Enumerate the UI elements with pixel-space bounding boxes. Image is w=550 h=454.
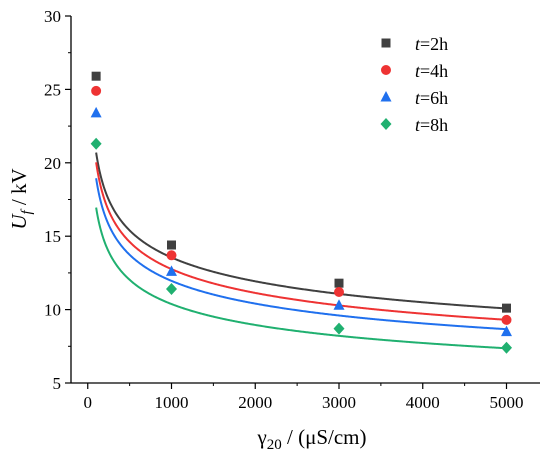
data-point-s2-3 <box>334 286 344 297</box>
data-point-s3-4 <box>501 325 512 337</box>
data-points <box>90 71 512 354</box>
legend-marker-3 <box>380 91 392 102</box>
y-tick-label: 5 <box>53 374 62 393</box>
data-point-s2-1 <box>91 85 102 96</box>
data-point-s4-1 <box>90 137 102 150</box>
x-tick-label: 3000 <box>322 393 356 412</box>
data-point-s1-2 <box>167 240 176 250</box>
data-point-s3-2 <box>166 265 177 276</box>
x-tick-label: 4000 <box>406 393 440 412</box>
legend-label-2: t=4h <box>415 61 448 81</box>
x-tick-label: 5000 <box>490 393 524 412</box>
data-point-s4-3 <box>333 322 345 335</box>
x-tick-label: 0 <box>84 393 93 412</box>
data-point-s4-2 <box>166 283 177 296</box>
y-tick-label: 20 <box>44 154 61 173</box>
x-tick-label: 2000 <box>238 393 272 412</box>
y-axis-title: Uf / kV <box>7 168 35 229</box>
fit-curve-4 <box>95 207 507 350</box>
fit-curves <box>95 152 507 350</box>
y-tick-label: 30 <box>44 7 61 26</box>
legend-marker-1 <box>381 38 391 48</box>
fit-curve-3 <box>95 178 507 331</box>
y-axis: 5 10 15 20 25 30 <box>44 7 71 393</box>
data-point-s3-1 <box>90 106 102 118</box>
legend: t=2h t=4h t=6h t=8h <box>380 34 448 135</box>
y-tick-label: 15 <box>44 227 61 246</box>
plot-frame <box>70 16 540 384</box>
data-point-s4-4 <box>501 341 512 354</box>
y-tick-label: 10 <box>44 301 61 320</box>
data-point-s3-3 <box>333 299 345 310</box>
data-point-s2-2 <box>166 250 177 261</box>
y-tick-label: 25 <box>44 80 61 99</box>
fit-curve-2 <box>95 162 507 321</box>
x-tick-label: 1000 <box>155 393 189 412</box>
x-axis-title: γ20 / (μS/cm) <box>256 425 366 453</box>
fit-curve-1 <box>95 152 507 310</box>
data-point-s1-3 <box>334 278 344 288</box>
data-point-s1-4 <box>502 303 511 313</box>
legend-label-1: t=2h <box>415 34 448 54</box>
x-axis: 0 1000 2000 3000 4000 5000 <box>84 383 524 412</box>
legend-marker-2 <box>381 65 391 75</box>
legend-label-4: t=8h <box>415 115 448 135</box>
legend-marker-4 <box>380 118 392 130</box>
legend-label-3: t=6h <box>415 88 448 108</box>
data-point-s2-4 <box>501 314 512 325</box>
data-point-s1-1 <box>91 71 101 81</box>
